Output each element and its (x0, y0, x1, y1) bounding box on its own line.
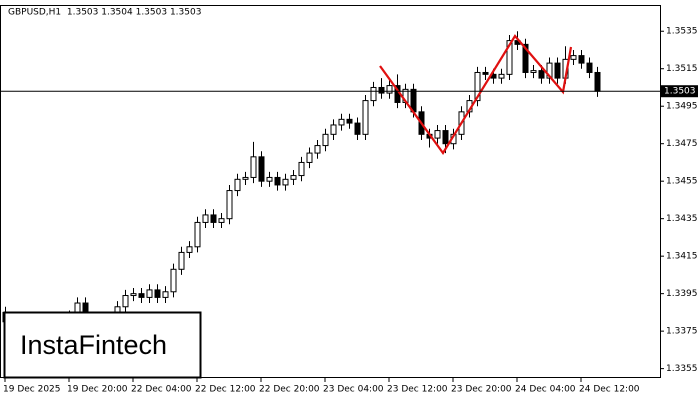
y-tick-label: 1.3435 (666, 214, 698, 224)
candle-body (482, 71, 489, 75)
candle-body (386, 85, 393, 94)
x-tick-label: 24 Dec 04:00 (515, 385, 576, 395)
x-tick-label: 23 Dec 20:00 (451, 385, 512, 395)
candle-body (266, 176, 273, 182)
candle-body (162, 291, 169, 298)
candle-body (538, 70, 545, 79)
candle-body (194, 221, 201, 248)
y-tick-label: 1.3475 (666, 139, 698, 149)
x-tick-label: 19 Dec 20:00 (67, 385, 128, 395)
candle-body (306, 152, 313, 163)
y-tick-label: 1.3515 (666, 64, 698, 74)
candle-body (210, 214, 217, 223)
x-tick-label: 22 Dec 04:00 (131, 385, 192, 395)
y-tick-label: 1.3395 (666, 289, 698, 299)
candle-body (370, 86, 377, 102)
candle-body (178, 251, 185, 270)
candle-body (282, 178, 289, 186)
candle-body (186, 246, 193, 253)
candle-body (578, 55, 585, 64)
x-tick-label: 19 Dec 2025 (3, 385, 61, 395)
candle-body (570, 55, 577, 60)
x-tick-label: 22 Dec 20:00 (259, 385, 320, 395)
y-tick-label: 1.3375 (666, 327, 698, 337)
x-tick-label: 23 Dec 12:00 (387, 385, 448, 395)
candle-body (314, 145, 321, 154)
y-tick-label: 1.3495 (666, 102, 698, 112)
candle-body (242, 176, 249, 180)
current-price-box (660, 85, 698, 98)
plot-frame (0, 5, 661, 378)
candle-body (594, 71, 601, 92)
candle-body (546, 62, 553, 79)
y-tick-label: 1.3455 (666, 177, 698, 187)
candle-body (362, 100, 369, 135)
y-tick-label: 1.3535 (666, 27, 698, 37)
candle-body (530, 70, 537, 73)
candle-body (218, 218, 225, 223)
candle-body (522, 43, 529, 73)
candle-body (434, 130, 441, 139)
y-tick-label: 1.3415 (666, 252, 698, 262)
candle-body (554, 62, 561, 79)
candle-body (226, 190, 233, 220)
current-price-label: 1.3503 (664, 87, 696, 97)
candle-body (234, 178, 241, 192)
x-tick-label: 23 Dec 04:00 (323, 385, 384, 395)
candle-body (442, 130, 449, 145)
candle-body (354, 122, 361, 135)
candle-body (258, 156, 265, 182)
logo-box (3, 311, 202, 379)
y-tick-label: 1.3355 (666, 364, 698, 374)
pattern-lines (379, 34, 573, 155)
candle-body (130, 293, 137, 297)
candle-body (202, 214, 209, 223)
candle-body (506, 40, 513, 75)
candle-body (378, 86, 385, 94)
candle-body (250, 156, 257, 178)
candle-body (154, 289, 161, 298)
x-tick-label: 24 Dec 12:00 (579, 385, 640, 395)
candle-body (474, 71, 481, 102)
candle-body (146, 289, 153, 298)
x-tick-label: 22 Dec 12:00 (195, 385, 256, 395)
candle-body (338, 118, 345, 126)
candle-body (346, 118, 353, 124)
candle-body (298, 161, 305, 177)
candle-body (330, 124, 337, 135)
candle-body (322, 133, 329, 147)
candle-body (498, 73, 505, 79)
logo: InstaFintech (20, 330, 167, 360)
candle-body (122, 295, 129, 308)
chart-title: GBPUSD,H1 1.3503 1.3504 1.3503 1.3503 (8, 8, 201, 18)
candle-body (586, 62, 593, 73)
candle-body (274, 176, 281, 186)
candle-body (138, 293, 145, 298)
candle-body (170, 268, 177, 293)
candle-body (290, 175, 297, 180)
